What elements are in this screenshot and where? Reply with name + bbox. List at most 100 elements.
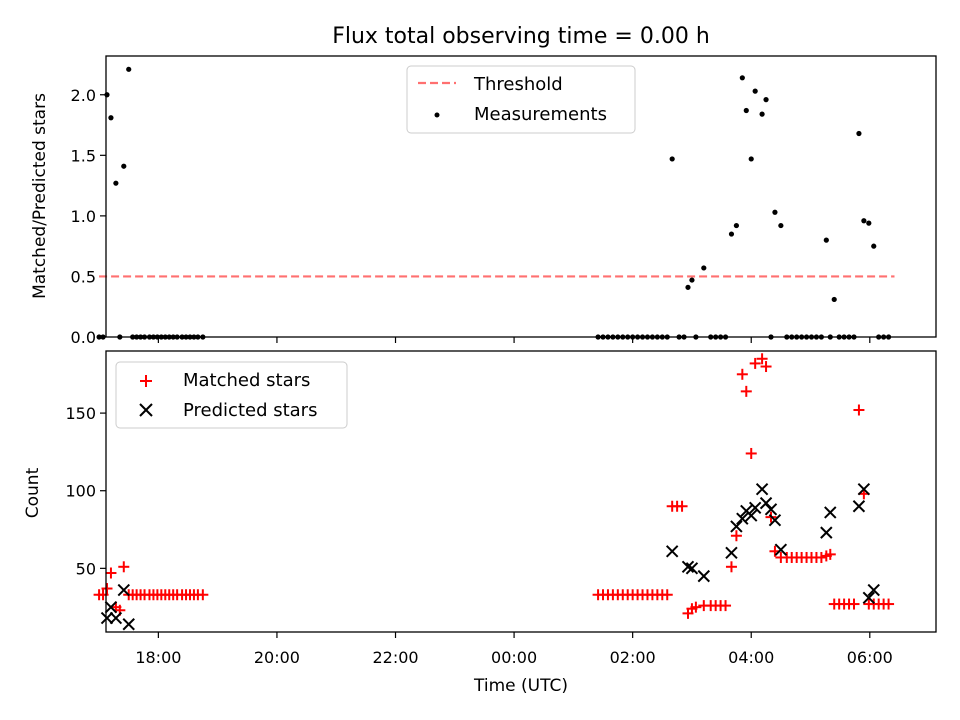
ratio-legend-box (406, 65, 636, 134)
matched-star-point (676, 500, 688, 512)
measurement-point (861, 218, 867, 224)
y-tick-label: 0.5 (71, 267, 96, 286)
ratio-legend: Threshold Measurements (406, 65, 636, 134)
measurement-point (685, 284, 691, 290)
measurement-point (689, 277, 695, 283)
y-tick-label: 100 (65, 482, 96, 501)
matched-star-point (848, 598, 860, 610)
x-tick-label: 20:00 (254, 648, 300, 667)
predicted-star-point (665, 545, 679, 558)
predicted-star-point (862, 591, 876, 605)
y-tick-label: 1.5 (71, 146, 96, 165)
measurement-point (108, 115, 114, 121)
matched-star-point (745, 447, 757, 459)
predicted-star-point (745, 509, 758, 522)
matched-star-point (749, 357, 761, 369)
matched-legend-marker (140, 375, 152, 387)
count-plot-area (93, 353, 895, 631)
matched-star-point (853, 404, 865, 416)
ratio-plot-area (96, 66, 895, 340)
matched-star-point (815, 551, 827, 563)
predicted-star-point (755, 482, 769, 496)
measurement-point (748, 156, 754, 162)
count-ylabel: Count (23, 467, 43, 518)
matched-star-point (730, 530, 742, 542)
measurement-point (752, 88, 758, 94)
measurement-point (871, 243, 877, 249)
predicted-star-point (104, 600, 118, 614)
predicted-star-point (697, 569, 711, 583)
count-panel: 50 100 150 18:00 20:00 22:00 00:00 02:00 04:00 06… (23, 350, 937, 696)
measurement-point (100, 334, 106, 340)
predicted-star-point (764, 503, 778, 516)
measurement-point (739, 75, 745, 81)
count-axes-frame (105, 350, 937, 633)
matched-star-point (661, 589, 673, 601)
predicted-star-point (867, 583, 880, 597)
predicted-star-point (820, 526, 833, 539)
predicted-star-point (117, 583, 130, 597)
matched-star-point (720, 600, 732, 612)
predicted-star-point (685, 562, 699, 575)
predicted-star-point (681, 560, 695, 574)
x-axis-label: Time (UTC) (473, 676, 568, 696)
matched-star-point (740, 385, 752, 397)
measurement-point (743, 107, 749, 114)
predicted-star-point (122, 618, 135, 631)
ratio-axes-frame (105, 55, 937, 338)
y-tick-label: 1.0 (71, 207, 96, 226)
predicted-star-point (768, 514, 782, 527)
predicted-legend-label: Predicted stars (183, 400, 317, 421)
predicted-star-point (725, 546, 738, 560)
measurement-point (113, 180, 119, 186)
x-tick-label: 02:00 (610, 648, 656, 667)
chart-title: Flux total observing time = 0.00 h (332, 24, 710, 49)
matched-legend-label: Matched stars (183, 370, 310, 391)
ratio-ylabel: Matched/Predicted stars (30, 93, 50, 299)
x-tick-label: 18:00 (135, 648, 181, 667)
predicted-star-point (824, 506, 837, 519)
matched-star-point (883, 598, 895, 610)
y-tick-label: 2.0 (71, 86, 96, 105)
matched-star-point (197, 589, 209, 601)
top-ticks: 0.0 0.5 1.0 1.5 2.0 (71, 86, 871, 347)
measurement-point (728, 231, 735, 237)
x-tick-label: 04:00 (728, 648, 774, 667)
measurement-point (759, 111, 765, 117)
y-tick-label: 0.0 (71, 328, 96, 347)
matched-star-point (760, 361, 772, 373)
y-tick-label: 50 (76, 559, 96, 578)
matched-star-point (824, 548, 836, 560)
measurement-point (763, 97, 769, 103)
measurement-point (121, 163, 127, 169)
measurement-point (866, 220, 872, 226)
matched-star-point (756, 353, 768, 365)
predicted-star-point (852, 500, 866, 513)
predicted-star-point (774, 543, 788, 556)
measurement-point (669, 156, 675, 162)
matched-star-point (105, 567, 117, 579)
measurement-point (772, 209, 778, 215)
predicted-star-point (736, 512, 749, 525)
matched-star-point (725, 561, 737, 573)
measurements-legend-marker (434, 112, 440, 118)
matched-star-point (97, 589, 109, 601)
matched-star-point (690, 601, 702, 613)
measurement-point (104, 92, 110, 98)
measurement-point (856, 130, 862, 137)
x-tick-label: 22:00 (372, 648, 418, 667)
predicted-legend-marker (139, 403, 153, 417)
x-tick-label: 00:00 (491, 648, 537, 667)
measurement-point (831, 296, 837, 303)
measurement-point (823, 237, 829, 243)
measurement-point (733, 222, 740, 229)
bottom-ticks: 50 100 150 18:00 20:00 22:00 00:00 02:00 04:00 06… (65, 404, 892, 667)
predicted-star-point (730, 520, 743, 533)
measurement-point (701, 265, 707, 271)
predicted-star-point (109, 611, 123, 625)
count-legend-box (115, 361, 348, 429)
predicted-star-point (100, 611, 114, 625)
measurements-legend-label: Measurements (474, 104, 607, 125)
matched-star-point (736, 368, 748, 380)
y-tick-label: 150 (65, 404, 96, 423)
